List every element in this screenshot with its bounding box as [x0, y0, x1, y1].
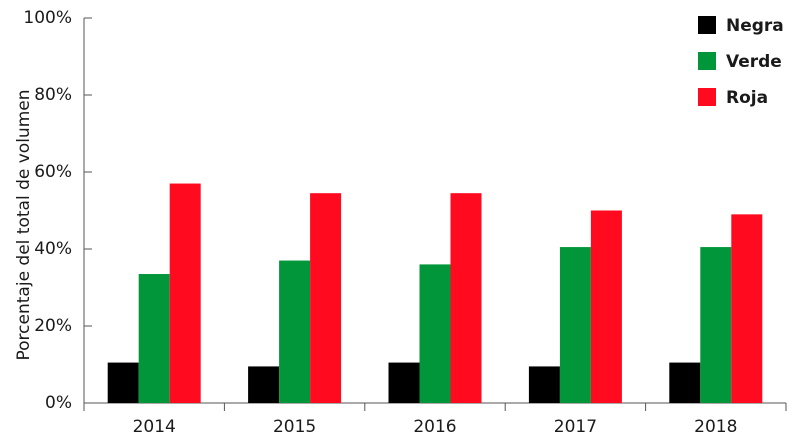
legend: Negra Verde Roja: [698, 16, 784, 108]
bar-roja-2017: [590, 210, 622, 403]
legend-label-verde: Verde: [726, 52, 782, 72]
bar-verde-2014: [138, 274, 170, 403]
y-tick-label: 60%: [34, 162, 72, 182]
x-axis: 2014 2015 2016 2017 2018: [83, 402, 787, 437]
y-tick-label: 0%: [45, 393, 72, 413]
bar-verde-2018: [700, 247, 732, 403]
legend-swatch-roja: [698, 88, 716, 106]
x-tick-label: 2018: [694, 417, 737, 437]
legend-label-roja: Roja: [726, 88, 768, 108]
y-tick-label: 20%: [34, 316, 72, 336]
bar-verde-2016: [419, 264, 451, 403]
bar-negra-2015: [248, 366, 280, 403]
bar-negra-2016: [388, 362, 420, 403]
x-tick-label: 2015: [273, 417, 316, 437]
bar-roja-2015: [310, 193, 342, 403]
legend-swatch-verde: [698, 52, 716, 70]
bar-verde-2015: [279, 260, 311, 403]
legend-swatch-negra: [698, 16, 716, 34]
y-axis-title: Porcentaje del total de volumen: [14, 90, 34, 361]
bar-roja-2018: [731, 214, 763, 403]
bars: [107, 183, 763, 403]
x-tick-label: 2017: [554, 417, 597, 437]
x-tick-label: 2014: [133, 417, 176, 437]
bar-roja-2014: [169, 183, 201, 403]
bar-negra-2014: [107, 362, 139, 403]
bar-verde-2017: [559, 247, 591, 403]
legend-label-negra: Negra: [726, 16, 784, 36]
bar-negra-2018: [669, 362, 701, 403]
y-tick-label: 40%: [34, 239, 72, 259]
y-axis: 0% 20% 40% 60% 80% 100%: [23, 8, 92, 413]
bar-negra-2017: [528, 366, 560, 403]
y-tick-label: 80%: [34, 85, 72, 105]
y-axis-title-group: Porcentaje del total de volumen: [14, 90, 34, 361]
y-tick-label: 100%: [23, 8, 72, 28]
bar-roja-2016: [450, 193, 482, 403]
x-tick-label: 2016: [413, 417, 456, 437]
